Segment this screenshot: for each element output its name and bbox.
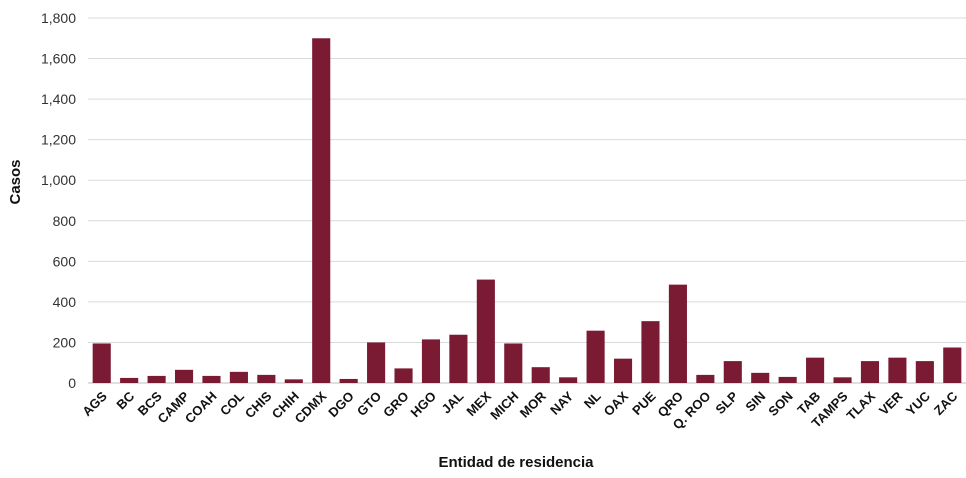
x-axis-ticks: AGS BCBCSCAMPCOAHCOLCHISCHIHCDMXDGOGTOGRO… <box>79 388 961 432</box>
y-tick-label: 200 <box>53 334 77 350</box>
y-tick-label: 600 <box>53 253 77 269</box>
x-tick-label: MICH <box>487 389 521 423</box>
bar-tab <box>806 357 825 383</box>
bar-gto <box>367 342 386 383</box>
bar-nl <box>586 330 605 383</box>
bar-ver <box>888 357 907 383</box>
bar-q-roo <box>696 374 715 383</box>
bar-yuc <box>915 361 934 383</box>
bars <box>92 38 962 384</box>
bar-chis <box>257 374 276 383</box>
y-tick-label: 0 <box>68 375 76 391</box>
x-tick-label: TLAX <box>843 388 878 423</box>
bar-ags <box>92 343 111 383</box>
bar-zac <box>943 347 962 383</box>
y-tick-label: 1,200 <box>41 132 76 148</box>
bar-pue <box>641 321 660 383</box>
y-tick-label: 400 <box>53 294 77 310</box>
bar-son <box>778 376 797 383</box>
x-tick-label: MOR <box>517 388 549 420</box>
bar-mich <box>504 343 523 383</box>
bar-tamps <box>833 377 852 383</box>
bar-nay <box>559 377 578 383</box>
x-tick-label: DGO <box>325 389 357 421</box>
bar-chih <box>284 379 303 383</box>
bar-hgo <box>421 339 441 383</box>
x-tick-label: JAL <box>439 388 467 416</box>
x-tick-label: YUC <box>903 388 933 418</box>
bar-cdmx <box>312 38 331 384</box>
bar-camp <box>174 369 194 383</box>
bar-mex <box>476 279 495 383</box>
bar-oax <box>613 358 633 383</box>
x-tick-label: CHIS <box>242 388 275 421</box>
x-axis-title: Entidad de residencia <box>438 454 594 471</box>
y-tick-label: 1,600 <box>41 51 76 67</box>
x-tick-label: COL <box>217 388 247 418</box>
x-tick-label: HGO <box>408 389 440 421</box>
x-tick-label: ZAC <box>931 388 961 418</box>
gridlines <box>88 17 966 384</box>
bar-col <box>229 371 248 383</box>
bar-jal <box>449 334 468 383</box>
y-tick-label: 1,800 <box>41 10 76 26</box>
x-tick-label: GTO <box>354 389 384 419</box>
bar-mor <box>531 367 550 383</box>
y-tick-label: 1,000 <box>41 172 76 188</box>
bar-coah <box>202 375 221 383</box>
bar-slp <box>723 361 742 383</box>
x-tick-label: COAH <box>182 389 220 427</box>
y-tick-label: 800 <box>53 213 77 229</box>
x-tick-label: SIN <box>742 389 768 415</box>
bar-sin <box>751 372 770 383</box>
x-tick-label: SLP <box>712 388 741 417</box>
y-axis-title: Casos <box>7 159 24 204</box>
x-tick-label: NAY <box>547 388 576 417</box>
bar-bcs <box>147 375 166 383</box>
bar-bc <box>120 377 139 383</box>
x-tick-label: GRO <box>380 389 412 421</box>
x-tick-label: OAX <box>601 388 632 419</box>
x-tick-label: SON <box>765 389 796 420</box>
x-tick-label: BC <box>113 388 137 412</box>
x-tick-label: VER <box>876 388 906 418</box>
x-tick-label: PUE <box>629 388 659 418</box>
bar-qro <box>668 284 687 383</box>
y-axis-ticks: 0 200 400 600 800 1,000 1,200 1,400 1,600 1,800 <box>41 10 76 391</box>
bar-dgo <box>339 378 358 383</box>
x-tick-label: AGS <box>79 388 110 419</box>
bar-gro <box>394 368 413 383</box>
bar-tlax <box>860 361 880 383</box>
x-tick-label: CDMX <box>292 388 330 426</box>
y-tick-label: 1,400 <box>41 91 76 107</box>
